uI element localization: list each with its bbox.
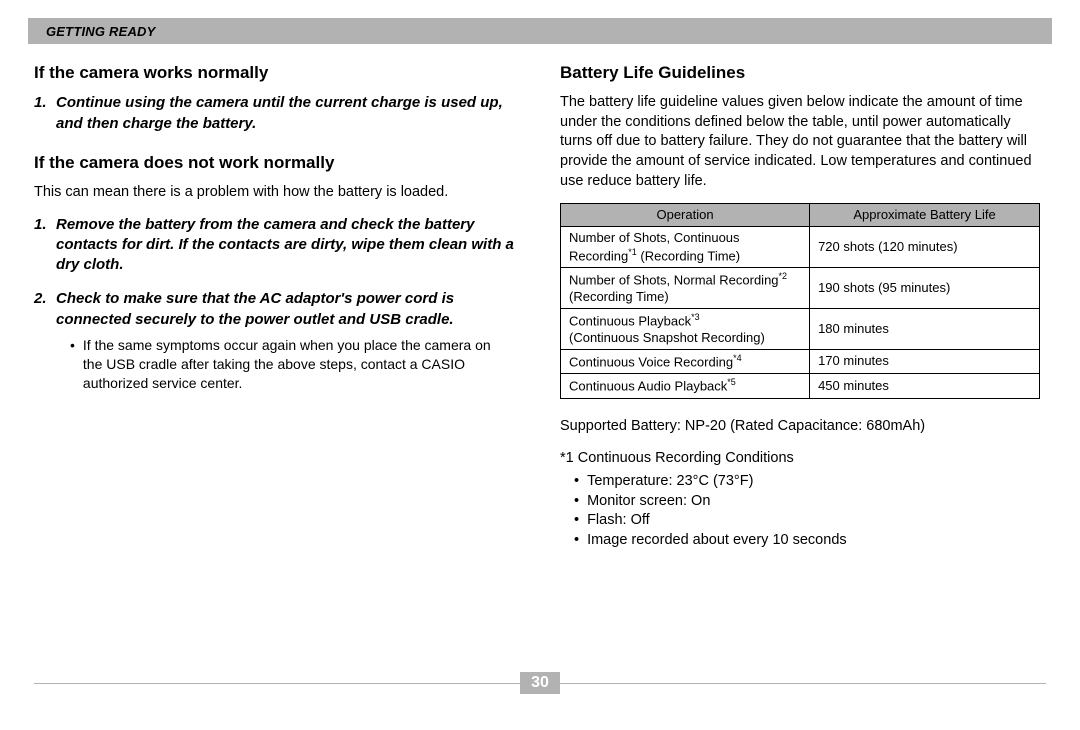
list-number: 1.	[34, 215, 56, 276]
cell-life: 180 minutes	[810, 308, 1040, 349]
table-row: Continuous Voice Recording*4 170 minutes	[561, 349, 1040, 374]
sub-note: If the same symptoms occur again when yo…	[70, 336, 514, 393]
cell-life: 190 shots (95 minutes)	[810, 268, 1040, 309]
section-header-bar: GETTING READY	[28, 18, 1052, 44]
list-abnormal: 1. Remove the battery from the camera an…	[34, 215, 514, 330]
table-row: Number of Shots, Normal Recording*2 (Rec…	[561, 268, 1040, 309]
list-number: 2.	[34, 289, 56, 330]
col-operation: Operation	[561, 204, 810, 227]
table-row: Number of Shots, Continuous Recording*1 …	[561, 227, 1040, 268]
battery-intro: The battery life guideline values given …	[560, 93, 1040, 191]
footer-rule: 30	[34, 672, 1046, 694]
list-text: Check to make sure that the AC adaptor's…	[56, 289, 514, 330]
cell-life: 170 minutes	[810, 349, 1040, 374]
cell-life: 450 minutes	[810, 374, 1040, 399]
page-number: 30	[520, 672, 560, 694]
conditions-title: *1 Continuous Recording Conditions	[560, 449, 1040, 469]
list-text: Continue using the camera until the curr…	[56, 93, 514, 134]
list-normal: 1. Continue using the camera until the c…	[34, 93, 514, 134]
table-header-row: Operation Approximate Battery Life	[561, 204, 1040, 227]
list-number: 1.	[34, 93, 56, 134]
supported-battery: Supported Battery: NP-20 (Rated Capacita…	[560, 417, 1040, 437]
col-battery-life: Approximate Battery Life	[810, 204, 1040, 227]
sub-note-list: If the same symptoms occur again when yo…	[34, 336, 514, 393]
cell-operation: Number of Shots, Continuous Recording*1 …	[561, 227, 810, 268]
heading-abnormal: If the camera does not work normally	[34, 152, 514, 173]
cell-operation: Number of Shots, Normal Recording*2 (Rec…	[561, 268, 810, 309]
condition-item: Temperature: 23°C (73°F)	[574, 472, 1040, 492]
list-item: 1. Remove the battery from the camera an…	[34, 215, 514, 276]
abnormal-intro: This can mean there is a problem with ho…	[34, 183, 514, 203]
content-columns: If the camera works normally 1. Continue…	[28, 58, 1052, 550]
left-column: If the camera works normally 1. Continue…	[34, 58, 514, 550]
list-item: 2. Check to make sure that the AC adapto…	[34, 289, 514, 330]
footer-line-right	[560, 683, 1046, 684]
manual-page: GETTING READY If the camera works normal…	[0, 0, 1080, 730]
footer-line-left	[34, 683, 520, 684]
battery-life-table: Operation Approximate Battery Life Numbe…	[560, 203, 1040, 399]
table-row: Continuous Audio Playback*5 450 minutes	[561, 374, 1040, 399]
condition-item: Image recorded about every 10 seconds	[574, 531, 1040, 551]
right-column: Battery Life Guidelines The battery life…	[560, 58, 1040, 550]
condition-item: Monitor screen: On	[574, 492, 1040, 512]
cell-operation: Continuous Playback*3 (Continuous Snapsh…	[561, 308, 810, 349]
section-header-text: GETTING READY	[46, 24, 156, 39]
conditions-list: Temperature: 23°C (73°F) Monitor screen:…	[560, 472, 1040, 550]
list-item: 1. Continue using the camera until the c…	[34, 93, 514, 134]
condition-item: Flash: Off	[574, 511, 1040, 531]
table-row: Continuous Playback*3 (Continuous Snapsh…	[561, 308, 1040, 349]
cell-life: 720 shots (120 minutes)	[810, 227, 1040, 268]
list-text: Remove the battery from the camera and c…	[56, 215, 514, 276]
heading-battery: Battery Life Guidelines	[560, 62, 1040, 83]
cell-operation: Continuous Voice Recording*4	[561, 349, 810, 374]
cell-operation: Continuous Audio Playback*5	[561, 374, 810, 399]
heading-normal: If the camera works normally	[34, 62, 514, 83]
